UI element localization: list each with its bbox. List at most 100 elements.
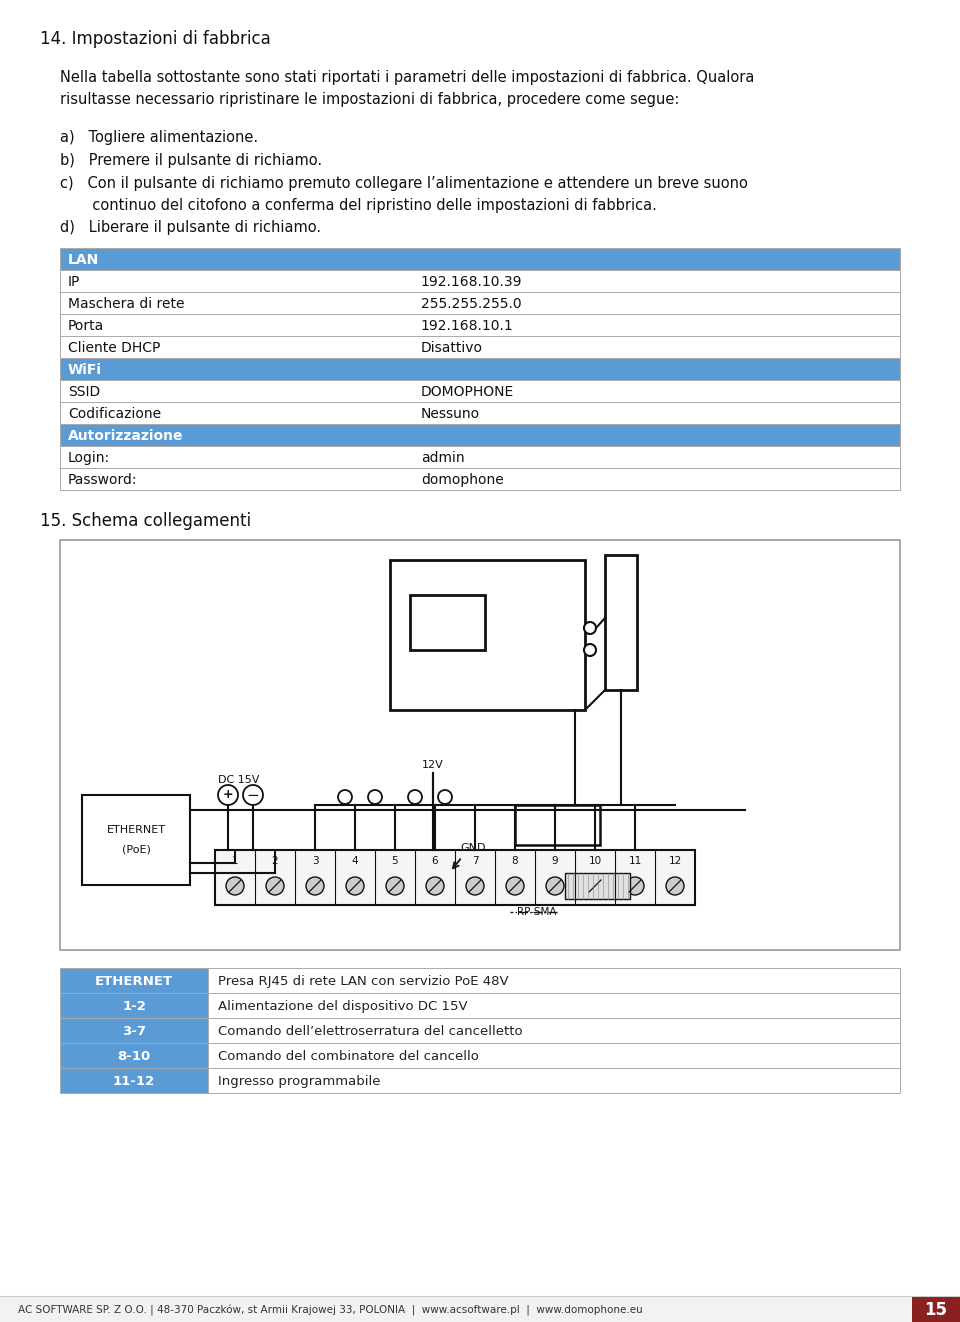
Bar bbox=[410, 595, 485, 650]
Text: 15. Schema collegamenti: 15. Schema collegamenti bbox=[40, 512, 252, 530]
Bar bbox=[60, 446, 900, 468]
Circle shape bbox=[666, 876, 684, 895]
Circle shape bbox=[626, 876, 644, 895]
Text: b)   Premere il pulsante di richiamo.: b) Premere il pulsante di richiamo. bbox=[60, 153, 323, 168]
Text: 12V: 12V bbox=[422, 760, 444, 769]
Text: 6: 6 bbox=[432, 857, 439, 866]
Text: a)   Togliere alimentazione.: a) Togliere alimentazione. bbox=[60, 130, 258, 145]
Circle shape bbox=[266, 876, 284, 895]
Bar bbox=[60, 993, 208, 1018]
Text: 255.255.255.0: 255.255.255.0 bbox=[420, 297, 521, 311]
Text: WiFi: WiFi bbox=[68, 364, 102, 377]
Text: LAN: LAN bbox=[68, 253, 99, 267]
Text: 14. Impostazioni di fabbrica: 14. Impostazioni di fabbrica bbox=[40, 30, 271, 48]
Bar bbox=[515, 805, 600, 845]
Bar bbox=[60, 270, 900, 292]
Bar bbox=[208, 993, 900, 1018]
Bar bbox=[60, 539, 900, 951]
Text: 8: 8 bbox=[512, 857, 518, 866]
Text: continuo del citofono a conferma del ripristino delle impostazioni di fabbrica.: continuo del citofono a conferma del rip… bbox=[60, 198, 657, 213]
Bar bbox=[912, 1296, 960, 1322]
Text: ETHERNET: ETHERNET bbox=[95, 976, 173, 988]
Bar bbox=[60, 336, 900, 358]
Circle shape bbox=[226, 876, 244, 895]
Text: 1: 1 bbox=[231, 857, 238, 866]
Circle shape bbox=[466, 876, 484, 895]
Circle shape bbox=[426, 876, 444, 895]
Bar bbox=[60, 292, 900, 315]
Text: 11: 11 bbox=[629, 857, 641, 866]
Text: 3-7: 3-7 bbox=[122, 1025, 146, 1038]
Text: risultasse necessario ripristinare le impostazioni di fabbrica, procedere come s: risultasse necessario ripristinare le im… bbox=[60, 93, 680, 107]
Text: GND: GND bbox=[460, 843, 486, 853]
Text: c)   Con il pulsante di richiamo premuto collegare l’alimentazione e attendere u: c) Con il pulsante di richiamo premuto c… bbox=[60, 176, 748, 190]
Circle shape bbox=[584, 621, 596, 635]
Text: admin: admin bbox=[420, 451, 465, 465]
Text: RP-SMA: RP-SMA bbox=[517, 907, 557, 917]
Text: Codificazione: Codificazione bbox=[68, 407, 161, 420]
Text: Login:: Login: bbox=[68, 451, 110, 465]
Bar bbox=[208, 968, 900, 993]
Text: 9: 9 bbox=[552, 857, 559, 866]
Text: Autorizzazione: Autorizzazione bbox=[68, 430, 183, 443]
Text: 192.168.10.1: 192.168.10.1 bbox=[420, 319, 514, 333]
Circle shape bbox=[408, 791, 422, 804]
Bar bbox=[60, 379, 900, 402]
Text: Porta: Porta bbox=[68, 319, 105, 333]
Circle shape bbox=[586, 876, 604, 895]
Circle shape bbox=[584, 644, 596, 656]
Bar bbox=[60, 249, 900, 270]
Text: Comando del combinatore del cancello: Comando del combinatore del cancello bbox=[218, 1050, 479, 1063]
Text: d)   Liberare il pulsante di richiamo.: d) Liberare il pulsante di richiamo. bbox=[60, 219, 322, 235]
Text: 7: 7 bbox=[471, 857, 478, 866]
Circle shape bbox=[218, 785, 238, 805]
Text: +: + bbox=[223, 788, 233, 801]
Text: Cliente DHCP: Cliente DHCP bbox=[68, 341, 160, 356]
Bar bbox=[60, 1043, 208, 1068]
Bar bbox=[215, 850, 695, 906]
Text: −: − bbox=[247, 788, 259, 802]
Text: DOMOPHONE: DOMOPHONE bbox=[420, 385, 514, 399]
Circle shape bbox=[386, 876, 404, 895]
Text: domophone: domophone bbox=[420, 473, 504, 486]
Text: (PoE): (PoE) bbox=[122, 845, 151, 855]
Text: 12: 12 bbox=[668, 857, 682, 866]
Text: Presa RJ45 di rete LAN con servizio PoE 48V: Presa RJ45 di rete LAN con servizio PoE … bbox=[218, 976, 509, 988]
Text: AC SOFTWARE SP. Z O.O. | 48-370 Paczków, st Armii Krajowej 33, POLONIA  |  www.a: AC SOFTWARE SP. Z O.O. | 48-370 Paczków,… bbox=[18, 1305, 643, 1315]
Text: Disattivo: Disattivo bbox=[420, 341, 483, 356]
Text: ETHERNET: ETHERNET bbox=[107, 825, 165, 836]
Text: IP: IP bbox=[68, 275, 81, 290]
Text: Alimentazione del dispositivo DC 15V: Alimentazione del dispositivo DC 15V bbox=[218, 999, 468, 1013]
Circle shape bbox=[438, 791, 452, 804]
Circle shape bbox=[346, 876, 364, 895]
Text: 192.168.10.39: 192.168.10.39 bbox=[420, 275, 522, 290]
Bar bbox=[60, 1018, 208, 1043]
Bar bbox=[60, 358, 900, 379]
Bar bbox=[208, 1018, 900, 1043]
Bar bbox=[208, 1043, 900, 1068]
Circle shape bbox=[338, 791, 352, 804]
Text: 3: 3 bbox=[312, 857, 319, 866]
Text: 11-12: 11-12 bbox=[113, 1075, 156, 1088]
Text: 8-10: 8-10 bbox=[117, 1050, 151, 1063]
Text: DC 15V: DC 15V bbox=[218, 775, 259, 785]
Bar bbox=[390, 561, 585, 710]
Text: 1-2: 1-2 bbox=[122, 999, 146, 1013]
Circle shape bbox=[368, 791, 382, 804]
Circle shape bbox=[506, 876, 524, 895]
Text: Ingresso programmabile: Ingresso programmabile bbox=[218, 1075, 380, 1088]
Text: Nessuno: Nessuno bbox=[420, 407, 480, 420]
Bar bbox=[60, 468, 900, 490]
Text: Password:: Password: bbox=[68, 473, 137, 486]
Text: 4: 4 bbox=[351, 857, 358, 866]
Text: 15: 15 bbox=[924, 1301, 948, 1319]
Circle shape bbox=[546, 876, 564, 895]
Bar bbox=[60, 402, 900, 424]
Bar bbox=[60, 1068, 208, 1093]
Text: 2: 2 bbox=[272, 857, 278, 866]
Bar bbox=[565, 873, 630, 899]
Circle shape bbox=[306, 876, 324, 895]
Text: Maschera di rete: Maschera di rete bbox=[68, 297, 184, 311]
Bar bbox=[0, 1296, 912, 1322]
Circle shape bbox=[243, 785, 263, 805]
